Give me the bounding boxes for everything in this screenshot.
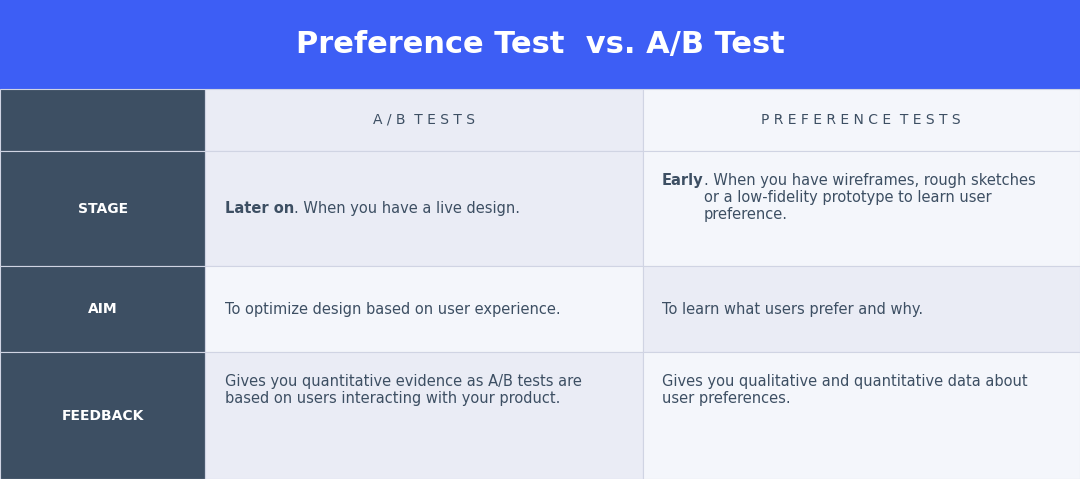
Text: STAGE: STAGE (78, 202, 127, 216)
Bar (205, 89, 643, 151)
Text: To optimize design based on user experience.: To optimize design based on user experie… (225, 302, 561, 317)
Bar (0, 89, 205, 151)
Text: Later on: Later on (225, 201, 294, 216)
Text: To learn what users prefer and why.: To learn what users prefer and why. (662, 302, 923, 317)
Bar (0, 266, 205, 352)
Bar (205, 266, 643, 352)
Bar (205, 352, 643, 479)
Text: Gives you qualitative and quantitative data about
user preferences.: Gives you qualitative and quantitative d… (662, 374, 1028, 406)
Text: P R E F E R E N C E  T E S T S: P R E F E R E N C E T E S T S (761, 113, 961, 127)
Text: Preference Test  vs. A/B Test: Preference Test vs. A/B Test (296, 30, 784, 59)
Bar (643, 151, 1080, 266)
Text: . When you have wireframes, rough sketches
or a low-fidelity prototype to learn : . When you have wireframes, rough sketch… (704, 172, 1036, 222)
Bar (643, 89, 1080, 151)
Bar (643, 352, 1080, 479)
Text: FEEDBACK: FEEDBACK (62, 409, 144, 422)
Bar (643, 266, 1080, 352)
Text: . When you have a live design.: . When you have a live design. (294, 201, 519, 216)
Text: A / B  T E S T S: A / B T E S T S (373, 113, 475, 127)
Bar (205, 151, 643, 266)
Text: Early: Early (662, 172, 704, 188)
Text: Gives you quantitative evidence as A/B tests are
based on users interacting with: Gives you quantitative evidence as A/B t… (225, 374, 581, 406)
Text: AIM: AIM (87, 302, 118, 316)
Bar (0, 352, 205, 479)
Bar (0, 151, 205, 266)
